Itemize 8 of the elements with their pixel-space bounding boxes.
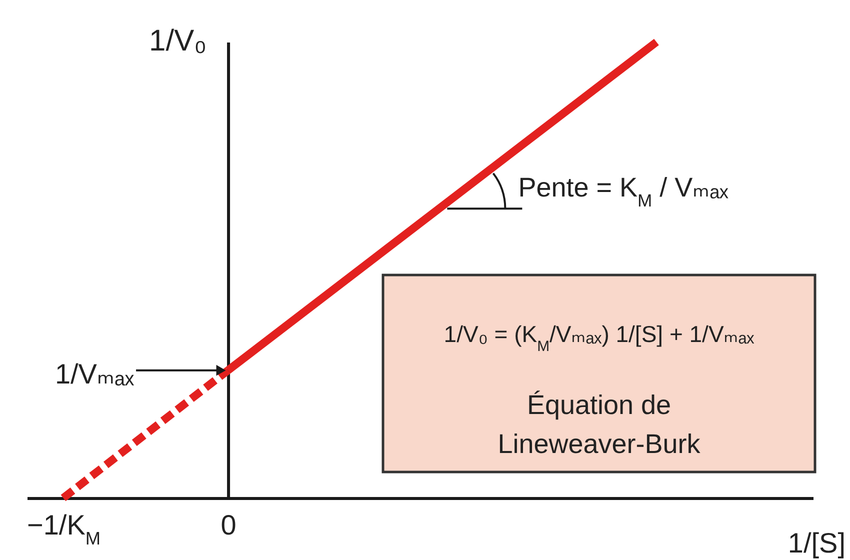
annotation: 1/V₀ = (K$_{M}$/Vₘₐₓ) 1/[S] + 1/Vₘₐₓ — [444, 321, 755, 354]
annotation: Équation de Lineweaver-Burk — [498, 390, 701, 459]
annotation: 1/Vₘₐₓ — [54, 358, 135, 390]
y-axis-title: 1/V₀ — [149, 24, 207, 58]
x-axis-title: 1/[S] — [788, 528, 846, 558]
x-tick-label: −1/K$_{M}$ — [26, 510, 101, 548]
annotation: Pente = K$_{M}$ / Vₘₐₓ — [518, 172, 729, 211]
x-tick-label: 0 — [220, 510, 236, 540]
